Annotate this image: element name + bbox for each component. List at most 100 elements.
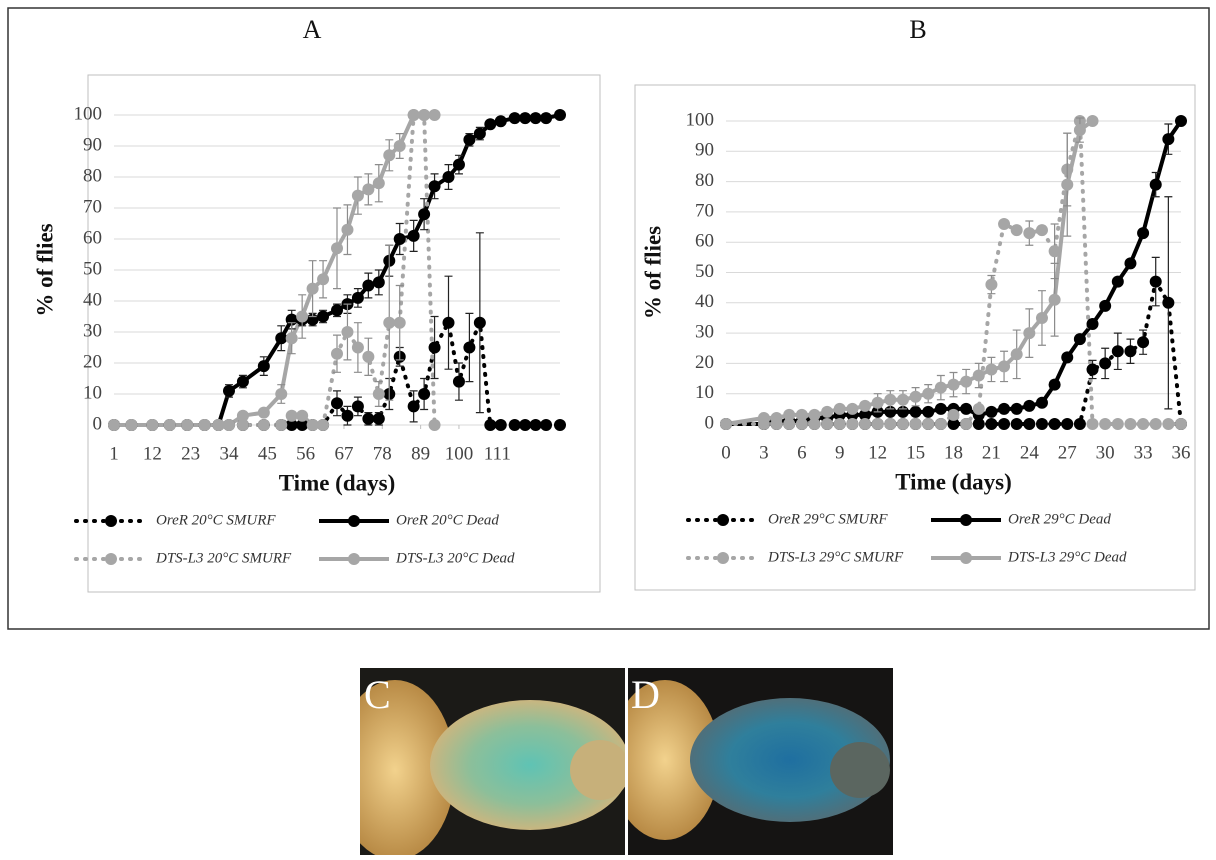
legend-marker [717,514,729,526]
y-tick-label: 40 [83,289,102,310]
legend-marker [717,552,729,564]
data-point [258,419,270,431]
data-point [443,317,455,329]
data-point [484,419,496,431]
data-point [1150,179,1162,191]
data-point [1023,400,1035,412]
y-tick-label: 60 [695,231,714,252]
data-point [1049,245,1061,257]
y-tick-label: 0 [705,412,715,433]
data-point [554,419,566,431]
data-point [530,112,542,124]
data-point [164,419,176,431]
data-point [998,218,1010,230]
data-point [1011,403,1023,415]
data-point [317,419,329,431]
data-point [1099,300,1111,312]
data-point [275,332,287,344]
data-point [495,419,507,431]
data-point [352,292,364,304]
data-point [1036,397,1048,409]
x-tick-label: 100 [445,443,474,464]
data-point [453,159,465,171]
data-point [1023,418,1035,430]
data-point [1087,418,1099,430]
data-point [275,419,287,431]
data-point [1099,418,1111,430]
legend-label: DTS-L3 29°C SMURF [767,549,904,565]
data-point [948,409,960,421]
data-point [1036,418,1048,430]
x-tick-label: 78 [373,443,392,464]
data-point [146,419,158,431]
data-point [258,360,270,372]
data-point [125,419,137,431]
legend-label: OreR 29°C SMURF [768,511,888,527]
data-point [341,224,353,236]
data-point [1162,133,1174,145]
data-point [352,342,364,354]
data-point [530,419,542,431]
data-point [1036,312,1048,324]
y-tick-label: 30 [695,321,714,342]
y-tick-label: 0 [93,413,103,434]
legend-label: DTS-L3 20°C SMURF [155,550,292,566]
data-point [519,112,531,124]
data-point [373,413,385,425]
data-point [985,363,997,375]
data-point [199,419,211,431]
x-tick-label: 27 [1058,442,1077,463]
data-point [1087,363,1099,375]
data-point [108,419,120,431]
data-point [474,128,486,140]
legend-marker [348,553,360,565]
data-point [1049,294,1061,306]
x-tick-label: 15 [906,442,925,463]
data-point [960,376,972,388]
x-tick-label: 0 [721,442,731,463]
legend-label: OreR 20°C Dead [396,512,499,528]
data-point [352,190,364,202]
x-tick-label: 24 [1020,442,1040,463]
data-point [897,394,909,406]
legend-marker [960,552,972,564]
legend-label: DTS-L3 20°C Dead [395,550,515,566]
data-point [237,410,249,422]
y-tick-label: 10 [83,382,102,403]
data-point [1011,348,1023,360]
data-point [418,388,430,400]
legend-label: OreR 29°C Dead [1008,511,1111,527]
data-point [223,385,235,397]
data-point [935,418,947,430]
data-point [341,326,353,338]
x-tick-label: 111 [484,443,511,464]
data-point [1175,115,1187,127]
data-point [373,177,385,189]
x-tick-label: 45 [258,443,277,464]
data-point [1061,179,1073,191]
data-point [1150,276,1162,288]
data-point [1087,318,1099,330]
data-point [1124,345,1136,357]
data-point [935,403,947,415]
legend-marker [960,514,972,526]
data-point [1036,224,1048,236]
data-point [910,406,922,418]
y-tick-label: 10 [695,382,714,403]
data-point [463,134,475,146]
data-point [352,400,364,412]
data-point [296,311,308,323]
data-point [1137,418,1149,430]
data-point [998,360,1010,372]
y-axis-title: % of flies [640,226,665,319]
data-point [1049,418,1061,430]
y-tick-label: 70 [695,200,714,221]
x-tick-label: 3 [759,442,769,463]
chart-frame [635,85,1195,590]
data-point [495,115,507,127]
data-point [998,403,1010,415]
data-point [808,409,820,421]
data-point [1112,418,1124,430]
data-point [720,418,732,430]
data-point [484,118,496,130]
